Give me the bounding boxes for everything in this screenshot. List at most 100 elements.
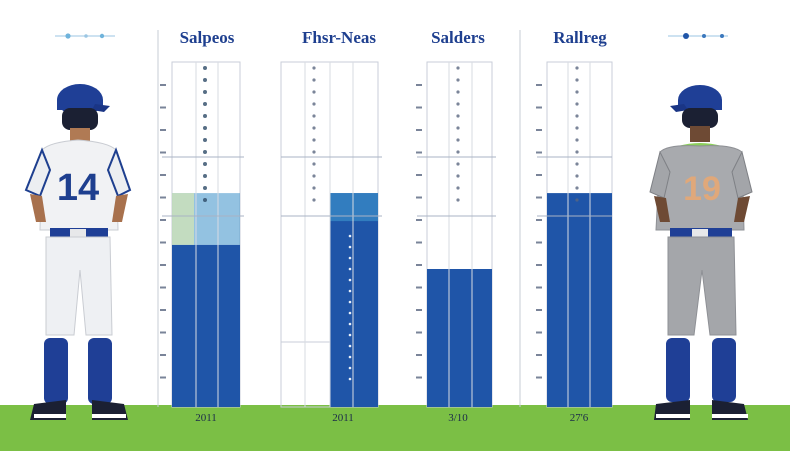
column-4-tick-6: [536, 196, 542, 199]
column-1-marker-4: [203, 102, 207, 106]
column-3-marker-8: [456, 150, 460, 154]
column-1-marker-7: [203, 138, 207, 142]
column-2-marker-12: [312, 198, 316, 202]
column-4-marker-12: [575, 198, 579, 202]
column-1-tick-3: [160, 129, 166, 131]
column-header-1: Salpeos: [179, 28, 235, 47]
column-3-tick-4: [416, 151, 422, 154]
column-4-marker-4: [575, 102, 579, 106]
column-3-tick-3: [416, 129, 422, 131]
column-4-tick-5: [536, 174, 542, 176]
column-3-marker-4: [456, 102, 460, 106]
column-2-marker-5: [312, 114, 316, 118]
column-footer-2: 2011: [332, 412, 354, 424]
column-1-tick-1: [160, 84, 166, 86]
column-tint-accent-1: [172, 193, 194, 245]
column-2-marker-1: [312, 66, 316, 70]
column-2-marker-7: [312, 138, 316, 142]
column-2-marker-9: [312, 162, 316, 166]
column-4-tick-9: [536, 264, 542, 266]
column-2-bar-dot-5: [348, 278, 352, 282]
decorative-dots-right: [668, 33, 728, 39]
column-4-marker-11: [575, 186, 579, 190]
column-3-marker-5: [456, 114, 460, 118]
column-1-marker-9: [203, 162, 207, 166]
column-2-bar-dot-10: [348, 333, 352, 337]
column-1-tick-9: [160, 264, 166, 266]
column-1-tick-8: [160, 241, 166, 244]
column-4-marker-9: [575, 162, 579, 166]
column-1-tick-11: [160, 309, 166, 311]
column-1-tick-5: [160, 174, 166, 176]
column-3-tick-5: [416, 174, 422, 176]
column-1-tick-7: [160, 219, 166, 221]
column-4-tick-3: [536, 129, 542, 131]
column-4-tick-8: [536, 241, 542, 244]
column-1-tick-6: [160, 196, 166, 199]
column-2-bar-dot-13: [348, 366, 352, 370]
column-2-bar-dot-4: [348, 267, 352, 271]
columns-layer: [157, 30, 613, 408]
player-left-number: 14: [57, 167, 99, 209]
column-2-marker-2: [312, 78, 316, 82]
column-4-marker-6: [575, 126, 579, 130]
column-2-bar-dot-3: [348, 256, 352, 260]
column-3-marker-11: [456, 186, 460, 190]
column-2-marker-10: [312, 174, 316, 178]
column-4-marker-3: [575, 90, 579, 94]
column-1-marker-3: [203, 90, 207, 94]
column-header-4: Rallreg: [553, 28, 607, 47]
column-3-tick-9: [416, 264, 422, 266]
column-1-tick-4: [160, 151, 166, 154]
column-4-marker-1: [575, 66, 579, 70]
column-1-marker-10: [203, 174, 207, 178]
column-3-marker-7: [456, 138, 460, 142]
column-3-marker-9: [456, 162, 460, 166]
column-2-bar-dot-1: [348, 234, 352, 238]
column-1-tick-13: [160, 354, 166, 356]
column-1-marker-11: [203, 186, 207, 190]
column-1-marker-1: [203, 66, 207, 70]
column-3-marker-1: [456, 66, 460, 70]
column-3-marker-10: [456, 174, 460, 178]
column-3-marker-3: [456, 90, 460, 94]
column-3-marker-2: [456, 78, 460, 82]
column-3-tick-11: [416, 309, 422, 311]
column-1-tick-2: [160, 106, 166, 109]
column-footer-1: 2011: [195, 412, 217, 424]
column-2-bar-dot-2: [348, 245, 352, 249]
column-4-tick-12: [536, 331, 542, 334]
column-3-tick-8: [416, 241, 422, 244]
column-3-marker-12: [456, 198, 460, 202]
column-2-marker-8: [312, 150, 316, 154]
player-right-number: 19: [683, 170, 721, 208]
column-4-tick-1: [536, 84, 542, 86]
column-2-bar-dot-9: [348, 322, 352, 326]
column-2-bar-dot-11: [348, 344, 352, 348]
column-1-marker-6: [203, 126, 207, 130]
column-2-marker-11: [312, 186, 316, 190]
column-3-tick-6: [416, 196, 422, 199]
column-2-marker-4: [312, 102, 316, 106]
column-4-tick-4: [536, 151, 542, 154]
column-1-tick-10: [160, 286, 166, 289]
column-bar-4: [547, 193, 612, 407]
column-bar-highlight-2: [330, 193, 378, 222]
column-1-tick-12: [160, 331, 166, 334]
column-1-tick-14: [160, 376, 166, 379]
column-4-tick-14: [536, 376, 542, 379]
column-footer-4: 27'6: [569, 412, 589, 424]
column-3-marker-6: [456, 126, 460, 130]
column-1-marker-12: [203, 198, 207, 202]
column-footer-3: 3/10: [448, 412, 468, 424]
column-3-tick-10: [416, 286, 422, 289]
column-3-tick-13: [416, 354, 422, 356]
column-4-tick-13: [536, 354, 542, 356]
player-left: [24, 84, 132, 420]
column-1-marker-2: [203, 78, 207, 82]
column-bar-1: [172, 244, 240, 407]
column-3-tick-14: [416, 376, 422, 379]
column-2-marker-3: [312, 90, 316, 94]
